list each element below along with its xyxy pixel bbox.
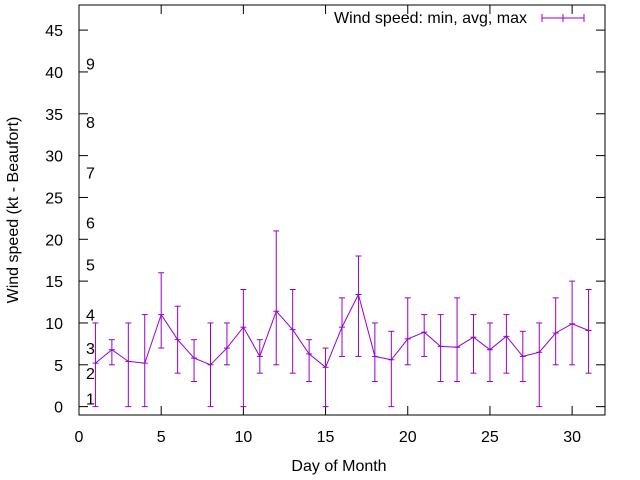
x-tick-label: 20 (399, 429, 417, 446)
legend-label: Wind speed: min, avg, max (334, 10, 527, 27)
x-tick-label: 10 (234, 429, 252, 446)
x-tick-label: 15 (317, 429, 335, 446)
beaufort-label: 7 (86, 165, 95, 182)
y-tick-label: 30 (45, 149, 63, 166)
beaufort-label: 5 (86, 257, 95, 274)
y-tick-label: 5 (54, 358, 63, 375)
x-axis: 0 5 10 15 20 25 30 (75, 5, 581, 446)
y-tick-label: 40 (45, 65, 63, 82)
y-tick-label: 20 (45, 232, 63, 249)
beaufort-label: 2 (86, 366, 95, 383)
beaufort-scale: 1 2 3 4 5 6 7 8 9 (86, 57, 95, 409)
beaufort-label: 9 (86, 57, 95, 74)
legend: Wind speed: min, avg, max (334, 10, 585, 27)
beaufort-label: 3 (86, 341, 95, 358)
y-tick-label: 15 (45, 274, 63, 291)
x-axis-label: Day of Month (291, 458, 386, 475)
y-axis-label: Wind speed (kt - Beaufort) (5, 117, 22, 304)
y-tick-label: 25 (45, 190, 63, 207)
y-tick-label: 10 (45, 316, 63, 333)
plot-frame (78, 4, 606, 416)
beaufort-label: 8 (86, 115, 95, 132)
x-tick-label: 25 (481, 429, 499, 446)
series-wind-speed (92, 230, 592, 408)
y-tick-label: 45 (45, 23, 63, 40)
x-tick-label: 5 (157, 429, 166, 446)
beaufort-label: 4 (86, 308, 95, 325)
beaufort-label: 1 (86, 391, 95, 408)
x-tick-label: 30 (563, 429, 581, 446)
y-tick-label: 0 (54, 400, 63, 417)
beaufort-label: 6 (86, 216, 95, 233)
y-tick-label: 35 (45, 107, 63, 124)
x-tick-label: 0 (75, 429, 84, 446)
